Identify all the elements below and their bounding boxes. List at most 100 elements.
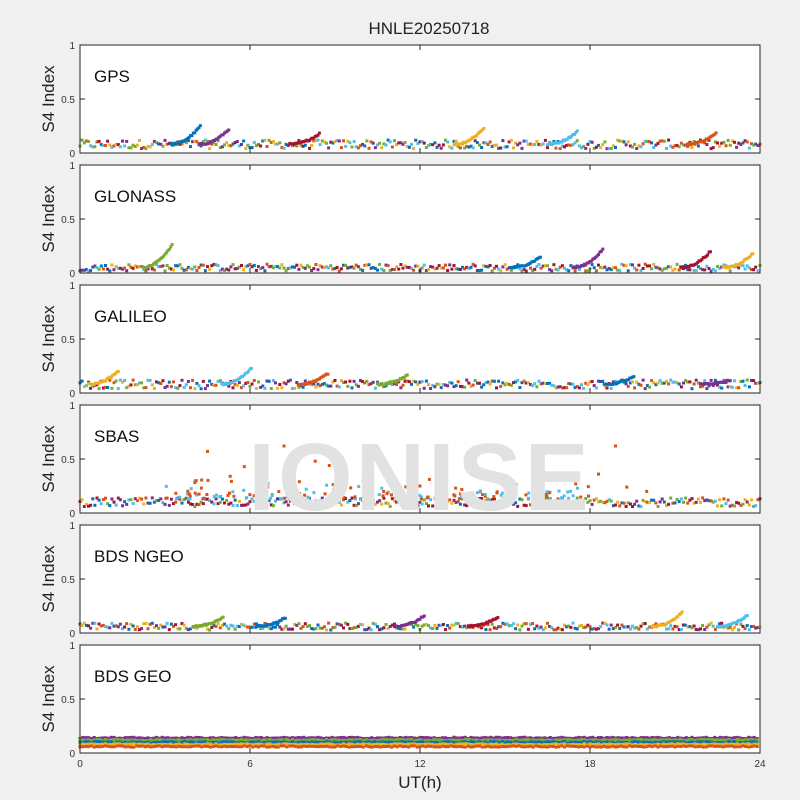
band-point-4 (336, 744, 340, 748)
data-point (682, 623, 685, 627)
data-point (214, 624, 218, 628)
band-point-2 (721, 741, 725, 745)
band-point-4 (310, 744, 314, 748)
data-point (89, 386, 93, 390)
data-point (223, 143, 226, 147)
data-point (558, 503, 562, 507)
data-point (412, 498, 416, 502)
data-point (658, 379, 662, 383)
band-point-4 (234, 745, 238, 748)
data-point (267, 499, 271, 503)
data-point (514, 627, 518, 631)
data-point (756, 269, 760, 273)
data-point (397, 626, 401, 630)
data-point (312, 382, 316, 386)
data-point (356, 624, 360, 628)
data-point (116, 496, 120, 500)
data-point (252, 263, 256, 267)
band-point-1 (735, 738, 739, 741)
plot-area (80, 645, 760, 753)
data-point (537, 263, 541, 266)
peak-arc-point (167, 247, 171, 251)
data-point (231, 263, 235, 267)
data-point (556, 385, 560, 389)
band-point-4 (257, 745, 260, 749)
band-point-4 (262, 744, 266, 748)
data-point (660, 381, 664, 385)
data-point (223, 269, 226, 272)
band-point-4 (211, 745, 215, 749)
data-point (263, 386, 267, 390)
band-point-3 (492, 743, 496, 747)
data-point (399, 386, 403, 390)
y-axis-label: S4 Index (39, 185, 58, 253)
band-point-1 (81, 738, 85, 742)
band-point-0 (112, 735, 116, 739)
data-point (220, 145, 224, 149)
band-point-2 (588, 740, 592, 744)
scintillation-point (458, 497, 461, 500)
data-point (522, 379, 526, 383)
scintillation-point (544, 492, 548, 496)
band-point-4 (548, 744, 552, 748)
data-point (560, 628, 564, 632)
band-point-0 (398, 736, 402, 739)
data-point (344, 497, 348, 500)
data-point (529, 383, 532, 386)
band-point-4 (84, 745, 88, 748)
data-point (259, 385, 263, 389)
data-point (329, 384, 333, 388)
band-point-3 (716, 742, 719, 746)
data-point (739, 622, 743, 626)
band-point-2 (744, 740, 748, 744)
data-point (531, 143, 535, 147)
peak-arc-point (673, 617, 677, 621)
band-point-1 (237, 738, 241, 742)
band-point-1 (274, 739, 277, 742)
data-point (116, 266, 120, 270)
data-point (641, 622, 645, 626)
band-point-4 (438, 745, 442, 749)
data-point (660, 139, 664, 143)
data-point (554, 628, 558, 632)
data-point (110, 145, 114, 149)
band-point-1 (560, 738, 564, 742)
band-point-0 (696, 736, 700, 740)
band-point-3 (325, 742, 328, 746)
data-point (488, 264, 492, 267)
data-point (282, 627, 286, 631)
data-point (342, 381, 345, 384)
data-point (531, 384, 535, 388)
data-point (529, 503, 532, 507)
scintillation-point (392, 488, 396, 492)
data-point (373, 267, 377, 270)
data-point (112, 624, 116, 628)
band-point-1 (186, 738, 190, 742)
data-point (344, 263, 348, 267)
band-point-2 (415, 740, 419, 744)
data-point (707, 267, 711, 270)
band-point-0 (186, 735, 190, 739)
data-point (501, 139, 505, 143)
scintillation-point (567, 496, 571, 500)
data-point (354, 504, 358, 508)
band-point-0 (415, 736, 419, 740)
data-point (310, 501, 314, 505)
data-point (745, 500, 749, 504)
band-point-3 (577, 743, 581, 747)
data-point (250, 625, 254, 629)
data-point (752, 268, 756, 272)
data-point (597, 627, 600, 631)
band-point-2 (271, 740, 275, 744)
data-point (618, 504, 622, 508)
band-point-1 (228, 738, 232, 742)
scintillation-point (242, 488, 246, 492)
data-point (220, 497, 224, 501)
data-point (422, 386, 426, 390)
data-point (743, 384, 747, 387)
data-point (503, 145, 507, 149)
data-point (624, 264, 628, 268)
y-axis-label: S4 Index (39, 65, 58, 133)
data-point (99, 624, 103, 628)
